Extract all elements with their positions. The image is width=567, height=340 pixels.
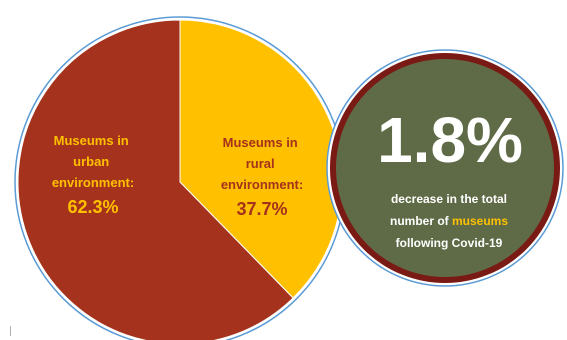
pie-slices — [17, 19, 343, 340]
rural-label-line-3: environment: — [221, 177, 303, 192]
urban-slice-value: 62.3% — [67, 197, 118, 217]
text-cursor — [10, 326, 11, 336]
callout-big-value: 1.8% — [377, 104, 523, 176]
rural-slice-value: 37.7% — [236, 199, 287, 219]
urban-label-line-3: environment: — [52, 175, 134, 190]
rural-label-line-1: Museums in — [223, 135, 298, 150]
callout-line-2-prefix: number of — [390, 214, 452, 228]
urban-label-line-2: urban — [73, 154, 109, 169]
urban-slice-label: Museums in urban environment: — [52, 133, 134, 190]
callout-text-line-2: number of museums — [390, 214, 508, 228]
callout-text-line-3: following Covid-19 — [396, 236, 503, 250]
rural-slice-label: Museums in rural environment: — [221, 135, 303, 192]
callout-ring — [330, 53, 560, 283]
callout-badge: 1.8% decrease in the total number of mus… — [326, 49, 564, 287]
callout-museums-highlight: museums — [452, 214, 508, 228]
rural-label-line-2: rural — [246, 156, 275, 171]
callout-text-line-1: decrease in the total — [391, 192, 507, 206]
urban-label-line-1: Museums in — [54, 133, 129, 148]
rural-slice — [179, 19, 343, 299]
urban-slice — [17, 19, 294, 340]
